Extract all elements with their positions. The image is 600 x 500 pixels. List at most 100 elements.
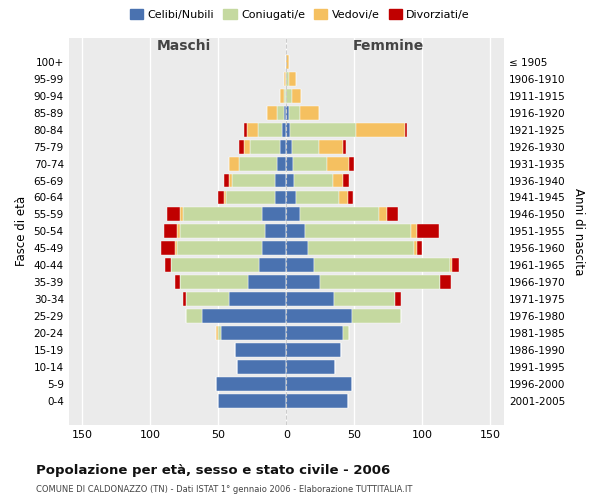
Bar bbox=[183, 208, 262, 222]
Bar bbox=[332, 174, 343, 188]
Bar bbox=[244, 123, 247, 136]
Bar bbox=[343, 174, 349, 188]
Bar bbox=[305, 224, 412, 238]
Bar bbox=[280, 140, 286, 153]
Bar bbox=[296, 190, 340, 204]
Bar bbox=[280, 89, 284, 103]
Bar bbox=[387, 208, 398, 222]
Bar bbox=[320, 275, 440, 289]
Bar bbox=[229, 292, 286, 306]
Bar bbox=[334, 292, 395, 306]
Bar bbox=[183, 292, 185, 306]
Bar bbox=[343, 326, 349, 340]
Bar bbox=[286, 360, 335, 374]
Bar bbox=[286, 208, 300, 222]
Bar bbox=[349, 156, 355, 170]
Bar bbox=[180, 224, 265, 238]
Bar bbox=[247, 123, 258, 136]
Bar bbox=[250, 140, 280, 153]
Bar bbox=[175, 275, 180, 289]
Bar bbox=[319, 140, 343, 153]
Bar bbox=[286, 394, 347, 407]
Bar bbox=[379, 208, 387, 222]
Bar bbox=[286, 343, 341, 356]
Bar bbox=[452, 258, 459, 272]
Bar bbox=[300, 208, 379, 222]
Bar bbox=[165, 258, 170, 272]
Bar bbox=[449, 258, 452, 272]
Bar bbox=[440, 275, 451, 289]
Bar bbox=[218, 326, 221, 340]
Bar bbox=[286, 106, 289, 120]
Bar bbox=[235, 343, 286, 356]
Bar bbox=[267, 106, 277, 120]
Bar bbox=[286, 89, 292, 103]
Legend: Celibi/Nubili, Coniugati/e, Vedovi/e, Divorziati/e: Celibi/Nubili, Coniugati/e, Vedovi/e, Di… bbox=[127, 6, 473, 23]
Bar bbox=[286, 376, 352, 390]
Y-axis label: Anni di nascita: Anni di nascita bbox=[572, 188, 585, 275]
Bar bbox=[286, 224, 305, 238]
Bar bbox=[277, 106, 284, 120]
Bar bbox=[238, 360, 286, 374]
Bar bbox=[180, 208, 183, 222]
Bar bbox=[218, 394, 286, 407]
Bar bbox=[164, 224, 178, 238]
Bar bbox=[347, 190, 353, 204]
Bar bbox=[343, 140, 346, 153]
Text: Popolazione per età, sesso e stato civile - 2006: Popolazione per età, sesso e stato civil… bbox=[36, 464, 390, 477]
Bar bbox=[175, 242, 178, 255]
Bar bbox=[286, 190, 296, 204]
Bar bbox=[239, 140, 244, 153]
Y-axis label: Fasce di età: Fasce di età bbox=[15, 196, 28, 266]
Bar bbox=[202, 309, 286, 323]
Bar bbox=[275, 190, 286, 204]
Bar bbox=[292, 140, 319, 153]
Bar bbox=[292, 89, 301, 103]
Bar bbox=[286, 326, 343, 340]
Bar bbox=[178, 242, 262, 255]
Bar bbox=[262, 242, 286, 255]
Bar bbox=[277, 156, 286, 170]
Bar bbox=[185, 292, 229, 306]
Bar bbox=[314, 258, 449, 272]
Bar bbox=[286, 156, 293, 170]
Bar bbox=[275, 174, 286, 188]
Bar bbox=[286, 275, 320, 289]
Bar bbox=[180, 275, 248, 289]
Bar bbox=[224, 190, 226, 204]
Bar bbox=[259, 258, 286, 272]
Bar bbox=[232, 174, 275, 188]
Bar bbox=[308, 242, 414, 255]
Bar bbox=[340, 190, 347, 204]
Bar bbox=[229, 174, 232, 188]
Bar bbox=[286, 140, 292, 153]
Bar bbox=[417, 224, 439, 238]
Bar bbox=[284, 106, 286, 120]
Bar bbox=[239, 156, 277, 170]
Bar bbox=[300, 106, 319, 120]
Bar bbox=[417, 242, 422, 255]
Bar bbox=[284, 89, 286, 103]
Bar bbox=[286, 292, 334, 306]
Bar bbox=[395, 292, 401, 306]
Bar bbox=[248, 275, 286, 289]
Bar bbox=[290, 123, 356, 136]
Bar bbox=[286, 309, 352, 323]
Bar bbox=[221, 326, 286, 340]
Bar bbox=[170, 258, 259, 272]
Bar bbox=[226, 190, 275, 204]
Bar bbox=[327, 156, 349, 170]
Bar bbox=[286, 242, 308, 255]
Bar bbox=[215, 376, 286, 390]
Bar bbox=[282, 123, 286, 136]
Bar bbox=[289, 106, 300, 120]
Bar bbox=[295, 174, 332, 188]
Bar bbox=[356, 123, 404, 136]
Bar bbox=[262, 208, 286, 222]
Bar bbox=[224, 174, 229, 188]
Bar bbox=[286, 123, 290, 136]
Bar bbox=[286, 72, 289, 86]
Text: COMUNE DI CALDONAZZO (TN) - Dati ISTAT 1° gennaio 2006 - Elaborazione TUTTITALIA: COMUNE DI CALDONAZZO (TN) - Dati ISTAT 1… bbox=[36, 485, 412, 494]
Text: Maschi: Maschi bbox=[157, 39, 211, 53]
Bar bbox=[218, 190, 224, 204]
